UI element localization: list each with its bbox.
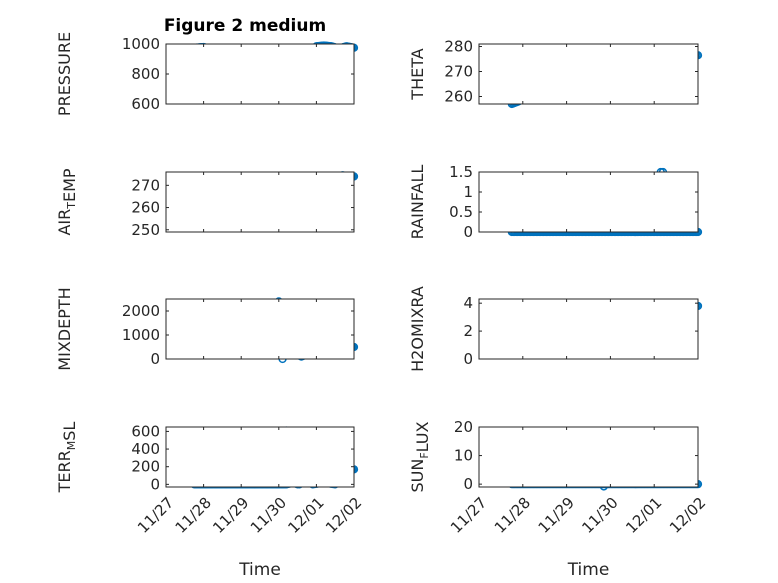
y-tick-label: 260 bbox=[444, 88, 473, 106]
x-tick-label: 11/29 bbox=[535, 494, 578, 537]
subplot-upper-mid-left: 250 260 270 AIRTEMP bbox=[55, 168, 359, 239]
x-tick-label: 11/30 bbox=[578, 494, 621, 537]
y-tick-label: 0 bbox=[463, 475, 473, 493]
y-axis-label-part: H2OMIXRA bbox=[408, 286, 427, 372]
subplot-bottom-right: 0 10 20 11/27 11/28 11/29 11/30 12/01 12/02 Time S… bbox=[408, 418, 709, 580]
y-axis-label-subscript: M bbox=[65, 441, 78, 451]
x-tick-label: 12/02 bbox=[666, 494, 709, 537]
y-tick-label: 600 bbox=[131, 422, 160, 440]
y-axis-label-subscript: F bbox=[418, 452, 431, 458]
y-axis-label: MIXDEPTH bbox=[55, 287, 74, 370]
y-tick-label: 1 bbox=[463, 183, 473, 201]
x-tick-label: 11/28 bbox=[172, 494, 215, 537]
y-tick-label: 1000 bbox=[122, 326, 160, 344]
y-tick-label: 2000 bbox=[122, 302, 160, 320]
subplot-top-left: 600 800 1000 PRESSURE bbox=[55, 32, 359, 116]
y-axis-label-part: MIXDEPTH bbox=[55, 287, 74, 370]
axes-box bbox=[478, 426, 699, 488]
subplot-lower-mid-left: 0 1000 2000 MIXDEPTH bbox=[55, 287, 359, 371]
y-tick-label: 260 bbox=[131, 199, 160, 217]
x-axis-label: Time bbox=[238, 560, 281, 580]
x-tick-label: 11/27 bbox=[134, 494, 177, 537]
y-axis-label: SUNFLUX bbox=[408, 421, 432, 492]
x-tick-label: 11/30 bbox=[247, 494, 290, 537]
x-tick-label: 12/01 bbox=[284, 494, 327, 537]
x-tick-label: 11/29 bbox=[209, 494, 252, 537]
y-tick-label: 0 bbox=[150, 475, 160, 493]
axes-box bbox=[478, 171, 699, 233]
y-tick-label: 280 bbox=[444, 38, 473, 56]
y-axis-label-part: THETA bbox=[408, 48, 427, 100]
y-tick-label: 1000 bbox=[122, 35, 160, 53]
subplot-top-right: 260 270 280 THETA bbox=[408, 38, 703, 109]
y-tick-label: 270 bbox=[131, 176, 160, 194]
y-axis-label-part: AIR bbox=[55, 209, 74, 236]
figure-title: Figure 2 medium bbox=[164, 16, 326, 36]
axes-box bbox=[165, 43, 355, 105]
x-tick-label: 12/01 bbox=[622, 494, 665, 537]
y-axis-label-part: LUX bbox=[413, 421, 432, 452]
y-tick-label: 1.5 bbox=[449, 163, 473, 181]
axes-box bbox=[165, 426, 355, 488]
y-axis-label-part: RAINFALL bbox=[408, 165, 427, 240]
axes-box bbox=[165, 298, 355, 360]
y-tick-label: 250 bbox=[131, 221, 160, 239]
x-tick-label: 11/28 bbox=[491, 494, 534, 537]
y-tick-label: 800 bbox=[131, 65, 160, 83]
subplot-upper-mid-right: 0 0.5 1 1.5 RAINFALL bbox=[408, 163, 703, 241]
y-axis-label: RAINFALL bbox=[408, 165, 427, 240]
y-axis-label: THETA bbox=[408, 48, 427, 100]
y-tick-label: 10 bbox=[454, 447, 473, 465]
axes-box bbox=[478, 298, 699, 360]
y-axis-label: TERRMSL bbox=[55, 422, 79, 494]
subplot-lower-mid-right: 0 2 4 H2OMIXRA bbox=[408, 286, 703, 372]
y-axis-label-part: EMP bbox=[60, 168, 79, 202]
y-axis-label: PRESSURE bbox=[55, 32, 74, 116]
y-tick-label: 270 bbox=[444, 63, 473, 81]
axes-box bbox=[165, 171, 355, 233]
axes-box bbox=[478, 43, 699, 105]
y-axis-label: H2OMIXRA bbox=[408, 286, 427, 372]
y-tick-label: 0 bbox=[463, 350, 473, 368]
y-axis-label: AIRTEMP bbox=[55, 168, 79, 235]
y-axis-label-part: PRESSURE bbox=[55, 32, 74, 116]
y-axis-label-subscript: T bbox=[65, 202, 78, 210]
y-tick-label: 0.5 bbox=[449, 203, 473, 221]
x-tick-label: 12/02 bbox=[322, 494, 365, 537]
y-tick-label: 0 bbox=[150, 350, 160, 368]
y-tick-label: 400 bbox=[131, 440, 160, 458]
y-tick-label: 2 bbox=[463, 322, 473, 340]
y-axis-label-part: SUN bbox=[408, 459, 427, 493]
y-axis-label-part: SL bbox=[60, 422, 79, 441]
y-tick-label: 0 bbox=[463, 223, 473, 241]
y-axis-label-part: TERR bbox=[55, 450, 74, 493]
y-tick-label: 600 bbox=[131, 95, 160, 113]
y-tick-label: 200 bbox=[131, 458, 160, 476]
y-tick-label: 20 bbox=[454, 418, 473, 436]
y-tick-label: 4 bbox=[463, 294, 473, 312]
x-tick-label: 11/27 bbox=[447, 494, 490, 537]
x-axis-label: Time bbox=[567, 560, 610, 580]
